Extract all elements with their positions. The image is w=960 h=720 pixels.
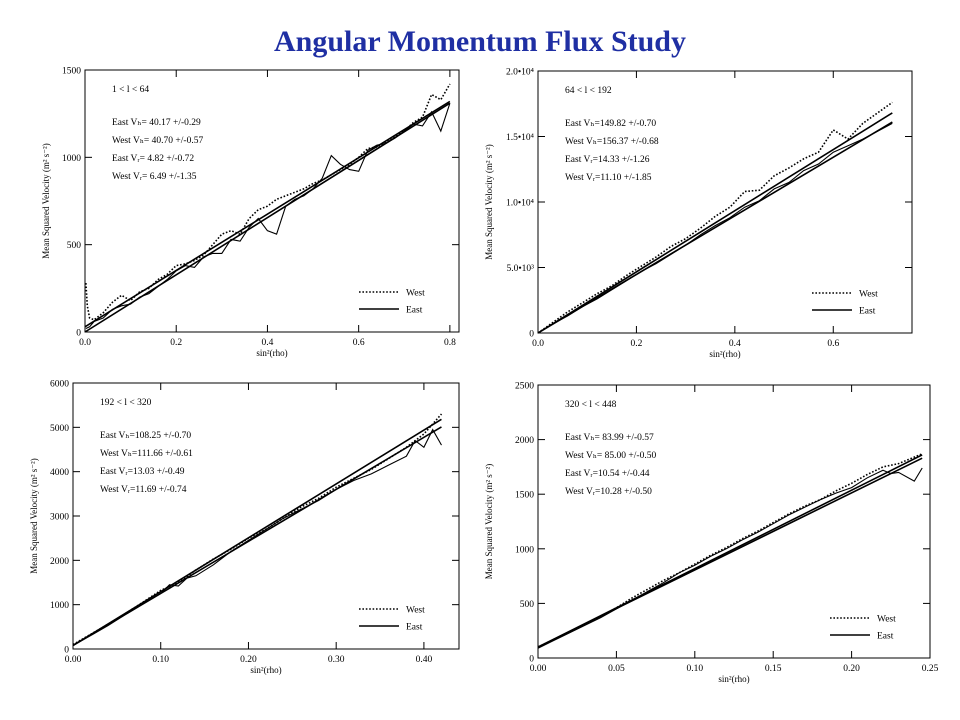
- page-title: Angular Momentum Flux Study: [273, 25, 686, 58]
- chart-4-annotation: East Vₕ= 83.99 +/-0.57: [565, 433, 654, 443]
- chart-3-y-tick-label: 3000: [50, 513, 69, 523]
- chart-4-y-tick-label: 1000: [515, 545, 534, 555]
- chart-3-y-tick-label: 6000: [50, 380, 69, 390]
- chart-2-frame: [537, 70, 913, 334]
- chart-2-legend-label: West: [859, 290, 878, 300]
- chart-3-annotation: West Vᵣ=11.69 +/-0.74: [100, 485, 187, 495]
- chart-panel-bottom-right: 0.00 0.05 0.10 0.15 0.20 0.25 0 500 1000 1500 2000…: [482, 373, 946, 685]
- chart-2-annotation: West Vᵣ=11.10 +/-1.85: [565, 173, 652, 183]
- chart-2-x-tick-label: 0.0: [532, 339, 544, 349]
- chart-4-y-axis-label: Mean Squared Velocity (m² s⁻²): [484, 464, 494, 579]
- chart-1-y-tick-label: 1500: [62, 67, 81, 77]
- chart-1-svg: 0.0 0.2 0.4 0.6 0.8 0 500 1000 1500 sin²(rho) Mean…: [41, 67, 460, 358]
- chart-1-x-tick-label: 0.8: [444, 338, 456, 348]
- chart-4-y-tick-label: 2500: [515, 382, 534, 392]
- chart-3-x-axis-label: sin²(rho): [250, 665, 281, 675]
- chart-3-legend-label: West: [406, 606, 425, 616]
- chart-4-annotation: East Vᵣ=10.54 +/-0.44: [565, 469, 650, 479]
- chart-4-annotation: West Vᵣ=10.28 +/-0.50: [565, 487, 652, 497]
- chart-1-y-axis-label: Mean Squared Velocity (m² s⁻²): [41, 143, 51, 258]
- chart-4-x-tick-label: 0.25: [922, 664, 939, 674]
- chart-1-frame: [84, 69, 460, 333]
- chart-2-fit-line: [537, 121, 893, 334]
- chart-4-x-tick-label: 0.10: [686, 664, 703, 674]
- chart-1-annotation: West Vₕ= 40.70 +/-0.57: [112, 136, 203, 146]
- chart-3-annotation: East Vᵣ=13.03 +/-0.49: [100, 467, 185, 477]
- chart-3-svg: 0.00 0.10 0.20 0.30 0.40 0 1000 2000 3000 4000 500…: [29, 380, 460, 675]
- chart-1-y-tick-label: 1000: [62, 154, 81, 164]
- chart-3-x-tick-label: 0.20: [240, 655, 257, 665]
- chart-2-x-axis-label: sin²(rho): [709, 349, 740, 359]
- chart-2-y-tick-label: 1.0•10⁴: [506, 199, 535, 209]
- chart-2-annotation: East Vᵣ=14.33 +/-1.26: [565, 155, 650, 165]
- chart-4-range-label: 320 < l < 448: [565, 400, 617, 410]
- chart-1-series-east: [85, 103, 451, 329]
- chart-2-x-tick-label: 0.6: [827, 339, 839, 349]
- chart-4-series-east: [537, 467, 923, 649]
- chart-1-annotation: East Vᵣ= 4.82 +/-0.72: [112, 154, 194, 164]
- chart-1-x-axis-label: sin²(rho): [256, 348, 287, 358]
- chart-4-x-tick-label: 0.20: [843, 664, 860, 674]
- chart-3-annotation: East Vₕ=108.25 +/-0.70: [100, 431, 191, 441]
- chart-1-y-tick-label: 0: [76, 329, 81, 339]
- chart-2-annotation: West Vₕ=156.37 +/-0.68: [565, 137, 659, 147]
- chart-3-x-tick-label: 0.40: [416, 655, 433, 665]
- chart-3-range-label: 192 < l < 320: [100, 398, 152, 408]
- chart-2-series-east: [537, 122, 893, 334]
- chart-1-legend-label: West: [406, 289, 425, 299]
- chart-1-x-tick-label: 0.6: [353, 338, 365, 348]
- chart-4-x-tick-label: 0.15: [765, 664, 782, 674]
- chart-4-y-tick-label: 1500: [515, 491, 534, 501]
- chart-2-svg: 0.0 0.2 0.4 0.6 0 5.0•10³ 1.0•10⁴ 1.5•10⁴ 2.0•10…: [484, 68, 913, 359]
- chart-1-x-tick-label: 0.2: [170, 338, 182, 348]
- chart-1-y-tick-label: 500: [67, 241, 82, 251]
- chart-4-series-west: [537, 453, 923, 648]
- chart-2-y-axis-label: Mean Squared Velocity (m² s⁻²): [484, 144, 494, 259]
- chart-1-legend-label: East: [406, 306, 423, 316]
- chart-panel-bottom-left: 0.00 0.10 0.20 0.30 0.40 0 1000 2000 3000 4000 500…: [27, 373, 464, 685]
- chart-3-series-west: [72, 413, 443, 646]
- chart-2-y-tick-label: 1.5•10⁴: [506, 133, 535, 143]
- chart-1-range-label: 1 < l < 64: [112, 85, 149, 95]
- chart-1-annotation: West Vᵣ= 6.49 +/-1.35: [112, 172, 197, 182]
- chart-2-y-tick-label: 0: [529, 330, 534, 340]
- chart-4-y-tick-label: 2000: [515, 436, 534, 446]
- chart-3-x-tick-label: 0.10: [152, 655, 169, 665]
- chart-3-annotation: West Vₕ=111.66 +/-0.61: [100, 449, 193, 459]
- chart-2-x-tick-label: 0.4: [729, 339, 741, 349]
- chart-2-annotation: East Vₕ=149.82 +/-0.70: [565, 119, 656, 129]
- chart-4-legend-label: West: [877, 615, 896, 625]
- chart-3-y-axis-label: Mean Squared Velocity (m² s⁻²): [29, 458, 39, 573]
- chart-4-y-tick-label: 500: [520, 600, 535, 610]
- chart-4-annotation: West Vₕ= 85.00 +/-0.50: [565, 451, 656, 461]
- chart-4-x-axis-label: sin²(rho): [718, 674, 749, 684]
- chart-4-frame: [537, 384, 931, 659]
- chart-3-x-tick-label: 0.30: [328, 655, 345, 665]
- chart-3-y-tick-label: 4000: [50, 468, 69, 478]
- chart-3-series-east: [72, 428, 442, 646]
- chart-3-legend-label: East: [406, 623, 423, 633]
- chart-3-y-tick-label: 2000: [50, 557, 69, 567]
- chart-4-x-tick-label: 0.00: [530, 664, 547, 674]
- chart-1-x-tick-label: 0.4: [262, 338, 274, 348]
- chart-3-y-tick-label: 5000: [50, 424, 69, 434]
- chart-2-x-tick-label: 0.2: [630, 339, 642, 349]
- chart-3-y-tick-label: 1000: [50, 601, 69, 611]
- chart-2-legend-label: East: [859, 307, 876, 317]
- chart-2-y-tick-label: 2.0•10⁴: [506, 68, 535, 78]
- chart-3-y-tick-label: 0: [64, 646, 69, 656]
- chart-4-y-tick-label: 0: [529, 655, 534, 665]
- chart-2-y-tick-label: 5.0•10³: [506, 264, 534, 274]
- chart-4-legend-label: East: [877, 632, 894, 642]
- chart-2-fit-line: [537, 112, 893, 334]
- chart-panel-top-left: 0.0 0.2 0.4 0.6 0.8 0 500 1000 1500 sin²(rho) Mean…: [38, 63, 464, 368]
- chart-panel-top-right: 0.0 0.2 0.4 0.6 0 5.0•10³ 1.0•10⁴ 1.5•10⁴ 2.0•10…: [482, 63, 920, 368]
- chart-4-svg: 0.00 0.05 0.10 0.15 0.20 0.25 0 500 1000 1500 2000…: [484, 382, 939, 685]
- chart-1-x-tick-label: 0.0: [79, 338, 91, 348]
- chart-3-x-tick-label: 0.00: [65, 655, 82, 665]
- chart-2-range-label: 64 < l < 192: [565, 86, 612, 96]
- chart-1-annotation: East Vₕ= 40.17 +/-0.29: [112, 118, 201, 128]
- chart-4-x-tick-label: 0.05: [608, 664, 625, 674]
